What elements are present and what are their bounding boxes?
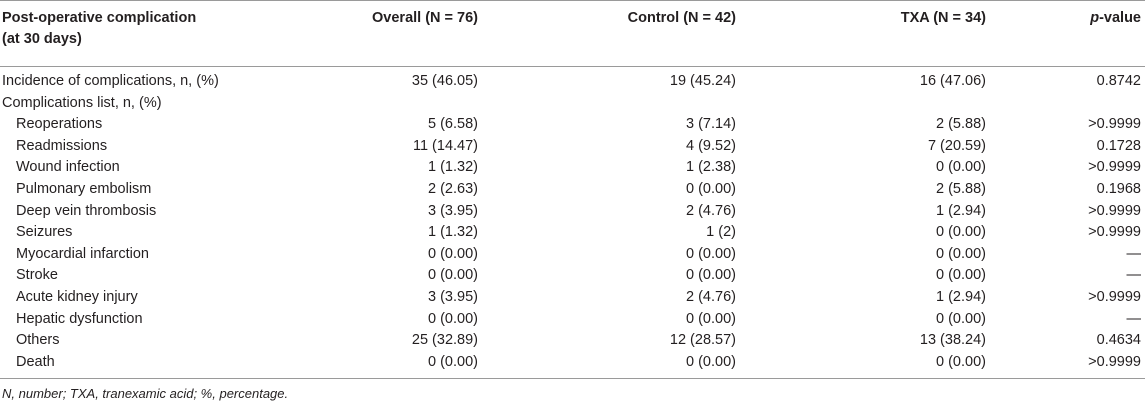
cell-control: 0 (0.00)	[686, 310, 736, 327]
cell-txa: 2 (5.88)	[936, 116, 986, 133]
cell-overall: 11 (14.47)	[412, 137, 478, 154]
cell-p-value: >0.9999	[1088, 116, 1141, 133]
cell-control: 19 (45.24)	[669, 73, 736, 89]
cell-p-value: >0.9999	[1088, 289, 1141, 305]
cell-p-value: —	[1126, 267, 1142, 284]
cell-label: Seizures	[16, 224, 73, 241]
cell-overall: 3 (3.95)	[428, 289, 478, 305]
cell-overall: 0 (0.00)	[428, 353, 478, 370]
cell-label: Death	[16, 353, 55, 370]
cell-p-value: 0.4634	[1096, 332, 1141, 349]
header-overall: Overall (N = 76)	[372, 10, 478, 26]
cell-p-value: 0.8742	[1096, 73, 1141, 89]
cell-control: 4 (9.52)	[686, 137, 736, 154]
cell-label: Others	[16, 332, 60, 349]
table-header-rule	[0, 66, 1145, 67]
cell-control: 0 (0.00)	[686, 267, 736, 284]
cell-label: Deep vein thrombosis	[16, 202, 157, 219]
cell-label: Hepatic dysfunction	[16, 310, 143, 327]
cell-overall: 3 (3.95)	[428, 202, 478, 219]
cell-txa: 0 (0.00)	[936, 267, 986, 284]
cell-overall: 0 (0.00)	[428, 267, 478, 284]
header-control: Control (N = 42)	[627, 10, 736, 26]
cell-txa: 0 (0.00)	[936, 245, 986, 262]
cell-control: 12 (28.57)	[669, 332, 736, 349]
cell-control: 3 (7.14)	[686, 116, 736, 133]
cell-txa: 0 (0.00)	[936, 224, 986, 241]
cell-txa: 0 (0.00)	[936, 353, 986, 370]
cell-control: 0 (0.00)	[686, 353, 736, 370]
cell-txa: 16 (47.06)	[919, 73, 986, 89]
cell-overall: 0 (0.00)	[428, 310, 478, 327]
cell-txa: 13 (38.24)	[919, 332, 986, 349]
cell-txa: 0 (0.00)	[936, 159, 986, 176]
cell-label: Myocardial infarction	[16, 245, 149, 262]
cell-control: 1 (2.38)	[686, 159, 736, 176]
header-txa: TXA (N = 34)	[900, 10, 986, 26]
header-complication-line1: Post-operative complication	[2, 10, 197, 26]
header-p-rest: -value	[1099, 10, 1141, 26]
cell-label: Complications list, n, (%)	[2, 94, 162, 111]
cell-overall: 35 (46.05)	[411, 73, 478, 89]
cell-txa: 1 (2.94)	[936, 202, 986, 219]
cell-overall: 0 (0.00)	[428, 245, 478, 262]
cell-control: 0 (0.00)	[686, 181, 736, 197]
cell-overall: 1 (1.32)	[428, 159, 478, 176]
cell-overall: 5 (6.58)	[428, 116, 478, 133]
cell-p-value: >0.9999	[1088, 353, 1141, 370]
header-complication: Post-operative complication (at 30 days)	[2, 8, 196, 50]
cell-control: 2 (4.76)	[686, 289, 736, 305]
cell-control: 2 (4.76)	[686, 202, 736, 219]
cell-label: Acute kidney injury	[16, 289, 138, 305]
cell-p-value: —	[1126, 245, 1142, 262]
cell-p-value: >0.9999	[1088, 224, 1141, 241]
cell-label: Wound infection	[16, 159, 120, 176]
header-p-italic: p	[1090, 10, 1100, 26]
cell-p-value: >0.9999	[1088, 202, 1141, 219]
header-p-value: p-value	[990, 8, 1141, 29]
cell-txa: 7 (20.59)	[927, 137, 986, 154]
cell-control: 0 (0.00)	[686, 245, 736, 262]
cell-overall: 2 (2.63)	[428, 181, 478, 197]
cell-p-value: —	[1126, 310, 1142, 327]
cell-p-value: 0.1968	[1096, 181, 1141, 197]
table-footnote: N, number; TXA, tranexamic acid; %, perc…	[2, 386, 289, 401]
cell-label: Reoperations	[16, 116, 103, 133]
cell-p-value: 0.1728	[1096, 137, 1141, 154]
cell-label: Pulmonary embolism	[16, 181, 152, 197]
cell-txa: 1 (2.94)	[936, 289, 986, 305]
cell-txa: 0 (0.00)	[936, 310, 986, 327]
cell-label: Stroke	[16, 267, 58, 284]
cell-label: Readmissions	[16, 137, 108, 154]
cell-overall: 1 (1.32)	[428, 224, 478, 241]
cell-txa: 2 (5.88)	[936, 181, 986, 197]
cell-overall: 25 (32.89)	[411, 332, 478, 349]
table-top-rule	[0, 0, 1145, 1]
cell-control: 1 (2)	[706, 224, 736, 241]
header-complication-line2: (at 30 days)	[2, 31, 82, 47]
cell-label: Incidence of complications, n, (%)	[2, 73, 219, 89]
table-bottom-rule	[0, 378, 1145, 379]
cell-p-value: >0.9999	[1088, 159, 1141, 176]
